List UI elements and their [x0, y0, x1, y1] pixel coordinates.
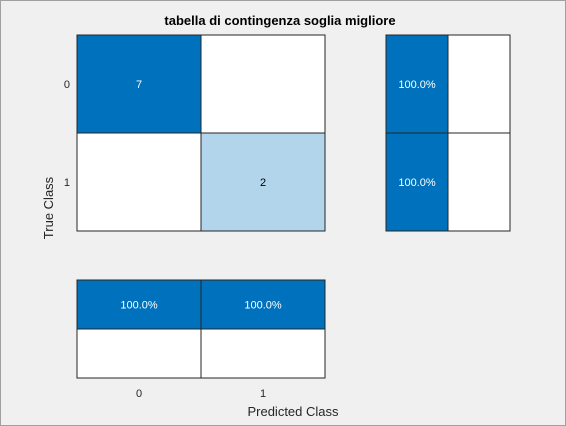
- row-summary-cell: [447, 34, 511, 134]
- x-axis-label: Predicted Class: [247, 404, 339, 419]
- row-summary-value: 100.0%: [398, 79, 436, 91]
- y-tick-label: 1: [64, 177, 70, 189]
- y-axis-label: True Class: [41, 176, 56, 239]
- row-summary-cell: [447, 132, 511, 232]
- row-summary-cell: [385, 132, 449, 232]
- row-summary-value: 100.0%: [398, 177, 436, 189]
- x-tick-label: 1: [260, 388, 266, 400]
- y-tick-label: 0: [64, 79, 70, 91]
- matrix-cell: [76, 132, 202, 232]
- column-summary-cell: [200, 279, 326, 330]
- column-summary-value: 100.0%: [120, 300, 158, 312]
- matrix-cell: [200, 132, 326, 232]
- chart-title: tabella di contingenza soglia migliore: [164, 13, 395, 28]
- column-summary-value: 100.0%: [244, 300, 282, 312]
- matrix-cell-value: 7: [136, 79, 142, 91]
- matrix-cell-value: 2: [260, 177, 266, 189]
- matrix-cell: [200, 34, 326, 134]
- matrix-cell: [76, 34, 202, 134]
- x-tick-label: 0: [136, 388, 142, 400]
- column-summary-cell: [200, 328, 326, 379]
- column-summary-cell: [76, 328, 202, 379]
